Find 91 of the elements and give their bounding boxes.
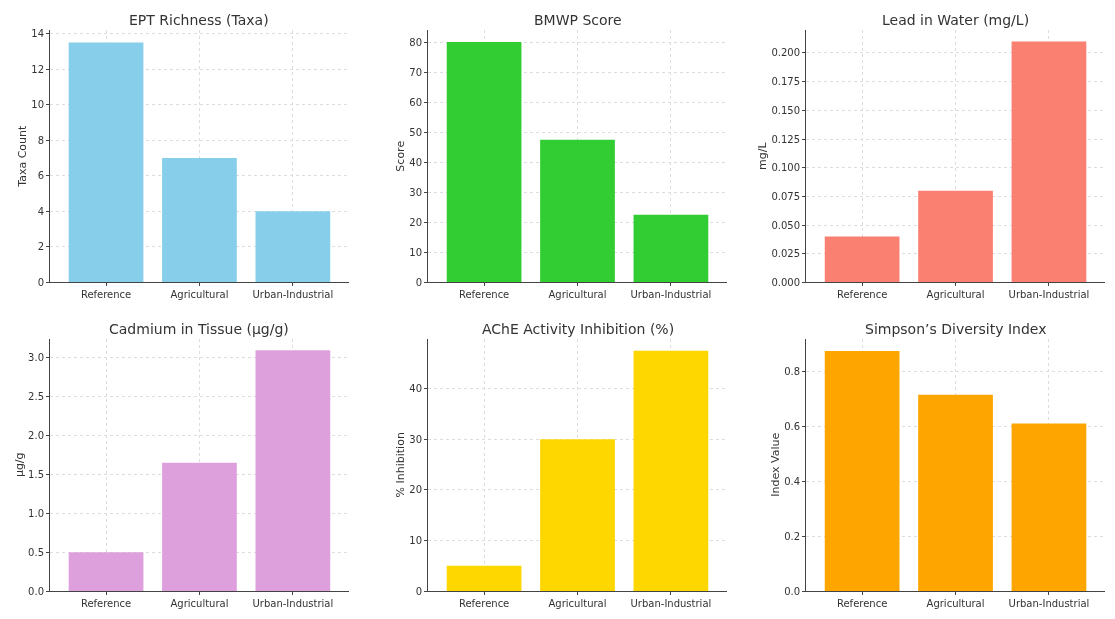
x-tick-label: Agricultural [170,598,229,609]
y-tick-label: 3.0 [28,352,44,364]
y-tick-label: 0.175 [771,76,801,88]
y-tick-label: 6 [37,170,44,182]
x-tick-label: Urban-Industrial [252,598,334,609]
y-tick-label: 0 [37,276,44,288]
y-tick-label: 0.0 [28,585,44,597]
x-tick-label: Agricultural [548,289,607,301]
y-tick-label: 0.150 [771,104,801,116]
bar [918,394,993,591]
y-tick-label: 60 [409,96,423,108]
y-tick-label: 0.5 [28,546,44,558]
y-axis-title: Index Value [768,432,782,497]
bar [824,236,900,283]
y-tick-label: 20 [409,484,423,496]
chart-title: Cadmium in Tissue (µg/g) [109,321,289,337]
bar [162,158,237,283]
bar [446,565,522,591]
y-tick-label: 0.8 [784,365,801,377]
x-tick-label: Urban-Industrial [630,289,712,301]
bar [540,139,615,283]
y-tick-label: 14 [31,28,44,40]
bar [1011,41,1087,283]
x-tick-label: Reference [836,598,888,609]
chart-title: EPT Richness (Taxa) [129,12,269,28]
y-tick-label: 1.5 [28,468,44,480]
chart-title: AChE Activity Inhibition (%) [482,321,675,337]
bar [540,439,615,591]
bar [824,350,900,591]
chart-title: BMWP Score [534,12,622,28]
y-tick-label: 2 [37,241,44,253]
x-tick-label: Urban-Industrial [630,598,712,609]
y-tick-label: 10 [409,534,423,546]
x-tick-label: Agricultural [926,598,985,609]
y-tick-label: 0 [415,585,423,597]
y-axis-title: Taxa Count [15,125,29,188]
y-tick-label: 0.100 [771,162,801,174]
y-tick-label: 0.025 [771,248,801,260]
bar [633,214,709,283]
y-tick-label: 10 [31,99,44,111]
bar [68,552,144,591]
y-tick-label: 70 [409,66,423,78]
bar [446,42,522,283]
y-tick-label: 30 [409,186,423,198]
y-tick-label: 0.6 [784,420,801,432]
y-axis-title: % Inhibition [393,432,407,498]
y-tick-label: 10 [409,246,423,258]
x-tick-label: Reference [458,289,510,301]
y-tick-label: 0.2 [784,530,801,542]
y-axis-title: mg/L [756,141,770,170]
y-tick-label: 1.0 [28,507,44,519]
bar [255,350,331,591]
bar [633,350,709,591]
y-axis-title: µg/g [12,452,26,478]
y-tick-label: 0.4 [784,475,801,487]
bar [68,42,144,283]
x-tick-label: Urban-Industrial [1008,289,1090,301]
y-tick-label: 8 [37,134,44,146]
x-tick-label: Reference [80,598,132,609]
bar [1011,423,1087,591]
bar [162,462,237,591]
x-tick-label: Urban-Industrial [252,289,334,301]
x-tick-label: Agricultural [170,289,229,301]
y-tick-label: 2.0 [28,430,44,442]
y-tick-label: 0.0 [784,585,801,597]
x-tick-label: Reference [80,289,132,301]
y-tick-label: 40 [409,383,423,395]
y-tick-label: 0.125 [771,133,801,145]
y-tick-label: 40 [409,156,423,168]
x-tick-label: Reference [458,598,510,609]
x-tick-label: Agricultural [548,598,607,609]
y-axis-title: Score [393,140,407,172]
y-tick-label: 0.075 [771,190,801,202]
y-tick-label: 0.000 [771,276,801,288]
x-tick-label: Reference [836,289,888,301]
y-tick-label: 30 [409,433,423,445]
y-tick-label: 20 [409,216,423,228]
x-tick-label: Agricultural [926,289,985,301]
y-tick-label: 2.5 [28,391,44,403]
x-tick-label: Urban-Industrial [1008,598,1090,609]
y-tick-label: 0 [415,276,423,288]
y-tick-label: 0.200 [771,47,801,59]
y-tick-label: 12 [31,63,44,75]
chart-title: Lead in Water (mg/L) [882,12,1030,28]
y-tick-label: 80 [409,36,423,48]
bar [918,190,993,283]
y-tick-label: 0.050 [771,219,801,231]
y-tick-label: 4 [37,205,44,217]
chart-title: Simpson’s Diversity Index [865,321,1047,337]
bar [255,211,331,283]
y-tick-label: 50 [409,126,423,138]
